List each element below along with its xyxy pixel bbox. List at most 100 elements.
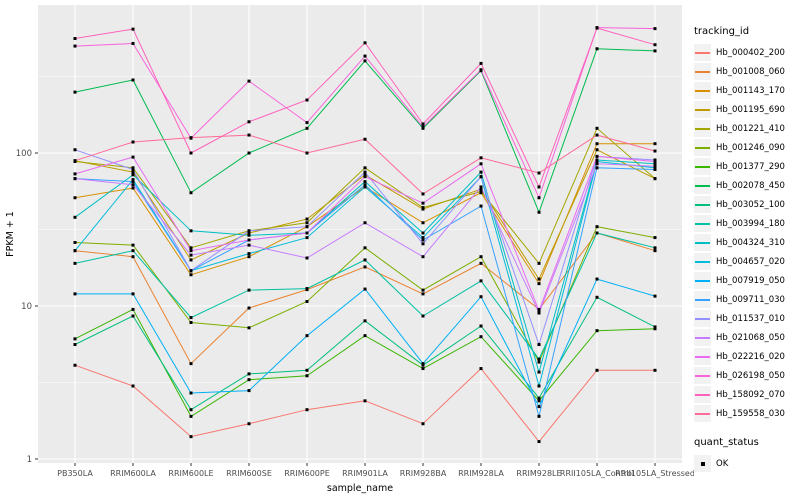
data-point	[537, 357, 541, 361]
data-point	[363, 180, 367, 184]
data-point	[305, 256, 309, 260]
data-point	[73, 337, 77, 341]
data-point	[653, 166, 657, 170]
data-point	[189, 136, 193, 140]
x-tick-label: RRIM928BA	[400, 469, 447, 478]
data-point	[131, 307, 135, 311]
data-point	[73, 343, 77, 347]
legend-key-line	[694, 291, 711, 308]
data-point	[595, 329, 599, 333]
legend-item-label: Hb_021068_050	[716, 332, 785, 343]
legend-key-line	[694, 367, 711, 384]
data-point	[305, 300, 309, 304]
data-point	[131, 155, 135, 159]
data-point	[131, 178, 135, 182]
legend-key-color	[695, 203, 710, 206]
legend-key-color	[695, 51, 710, 54]
legend-key-color	[695, 146, 710, 149]
square-point-icon	[700, 461, 705, 466]
legend-item-label: Hb_159558_030	[716, 408, 785, 419]
data-point	[653, 168, 657, 172]
data-point	[131, 186, 135, 190]
legend-key-line	[694, 196, 711, 213]
legend-item-label: Hb_001195_690	[716, 104, 785, 115]
data-point	[73, 148, 77, 152]
legend-key-color	[695, 374, 710, 377]
data-point	[305, 231, 309, 235]
x-tick-label: RRIM600PE	[284, 469, 330, 478]
legend-key-color	[695, 127, 710, 130]
data-point	[305, 287, 309, 291]
data-point	[305, 151, 309, 155]
data-point	[131, 180, 135, 184]
x-tick-label: RRIM600LA	[110, 469, 156, 478]
data-point	[595, 277, 599, 281]
data-point	[73, 90, 77, 94]
data-point	[421, 231, 425, 235]
legend-key-line	[694, 44, 711, 61]
y-tick-label: 10	[21, 302, 32, 312]
x-axis-title: sample_name	[327, 483, 393, 494]
legend-shape-items: OK	[694, 454, 798, 473]
data-point	[189, 321, 193, 325]
data-point	[479, 279, 483, 283]
data-point	[595, 159, 599, 163]
data-point	[73, 215, 77, 219]
data-point	[421, 242, 425, 246]
legend-key-color	[695, 298, 710, 301]
data-point	[247, 243, 251, 247]
legend-item-label: Hb_002078_450	[716, 180, 785, 191]
plot-panel-background	[38, 5, 682, 463]
legend-item-label: OK	[716, 458, 729, 469]
legend-key-line	[694, 253, 711, 270]
x-tick-label: PB350LA	[57, 469, 93, 478]
data-point	[189, 229, 193, 233]
data-point	[363, 137, 367, 141]
data-point	[189, 408, 193, 412]
legend-item-Hb_158092_070: Hb_158092_070	[694, 385, 798, 404]
legend-item-Hb_004324_310: Hb_004324_310	[694, 233, 798, 252]
data-point	[479, 175, 483, 179]
data-point	[595, 231, 599, 235]
data-point	[595, 162, 599, 166]
data-point	[595, 225, 599, 229]
legend-item-Hb_159558_030: Hb_159558_030	[694, 404, 798, 423]
legend: tracking_id Hb_000402_200 Hb_001008_060 Hb…	[694, 26, 798, 473]
data-point	[73, 196, 77, 200]
legend-key-point	[694, 455, 711, 472]
x-tick-label: RRIM928LE	[516, 469, 561, 478]
data-point	[653, 368, 657, 372]
data-point	[479, 61, 483, 65]
data-point	[363, 54, 367, 58]
legend-item-Hb_003994_180: Hb_003994_180	[694, 214, 798, 233]
data-point	[595, 126, 599, 130]
data-point	[363, 287, 367, 291]
data-point	[73, 177, 77, 181]
data-point	[363, 170, 367, 174]
data-point	[479, 162, 483, 166]
legend-key-color	[695, 108, 710, 111]
legend-item-label: Hb_001377_290	[716, 161, 785, 172]
data-point	[247, 229, 251, 233]
data-point	[305, 221, 309, 225]
data-point	[305, 126, 309, 130]
data-point	[537, 282, 541, 286]
legend-key-line	[694, 272, 711, 289]
data-point	[189, 362, 193, 366]
data-point	[73, 363, 77, 367]
data-point	[479, 68, 483, 72]
legend-key-line	[694, 139, 711, 156]
data-point	[363, 183, 367, 187]
data-point	[421, 422, 425, 426]
data-point	[537, 171, 541, 175]
data-point	[421, 255, 425, 259]
data-point	[595, 142, 599, 146]
data-point	[131, 243, 135, 247]
legend-key-line	[694, 234, 711, 251]
data-point	[363, 59, 367, 63]
data-point	[131, 249, 135, 253]
data-point	[305, 98, 309, 102]
legend-item-label: Hb_004657_020	[716, 256, 785, 267]
legend-key-color	[695, 355, 710, 358]
data-point	[73, 249, 77, 253]
